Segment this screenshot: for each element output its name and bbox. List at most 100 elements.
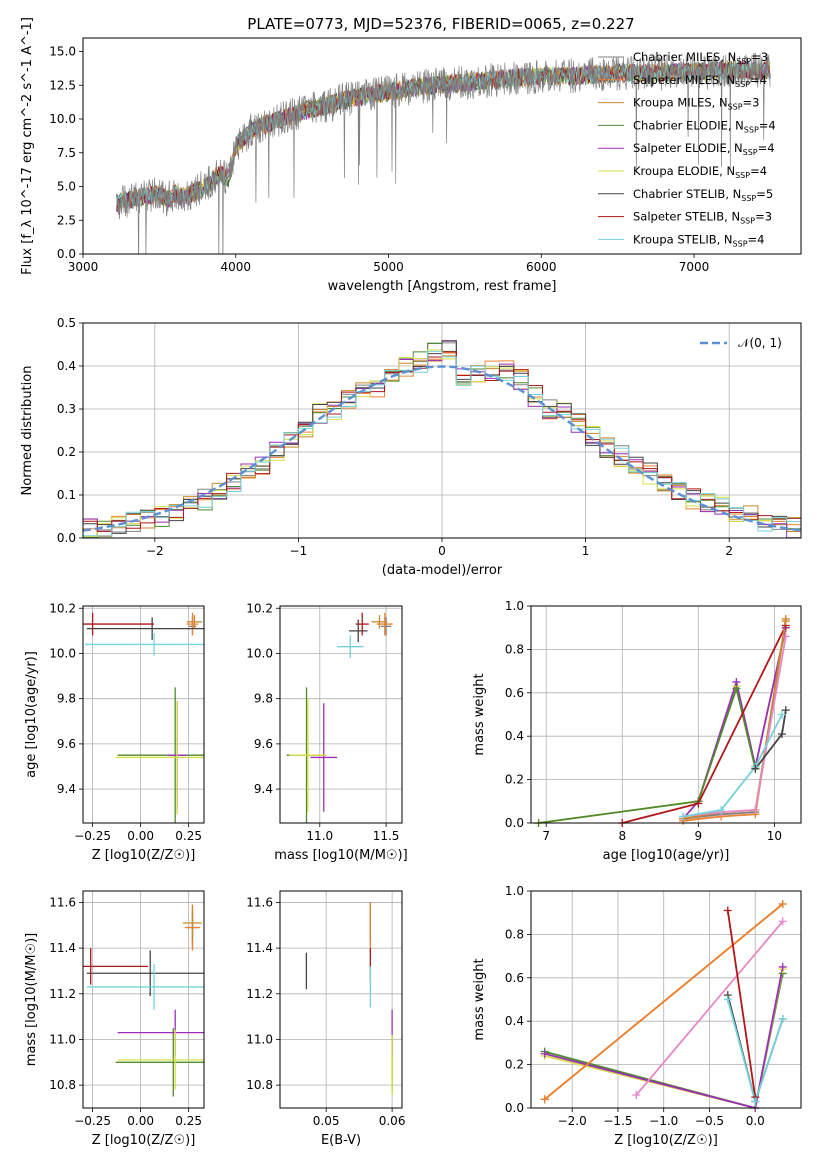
x-tick-label: 3000 [68, 260, 99, 274]
mass-weight-marker [732, 684, 741, 693]
y-tick-label: 1.0 [505, 884, 524, 898]
x-tick-label: −1.5 [603, 1114, 632, 1128]
mass-weight-marker [777, 710, 786, 719]
axes-frame [82, 322, 802, 539]
mass-weight-marker [777, 730, 786, 739]
panel-mass_weight_vs_age: 7 8 9 10 0.0 0.2 0.4 0.6 0.8 1.0 age [log10(age/yr… [472, 599, 802, 863]
x-axis-label: wavelength [Angstrom, rest frame] [328, 279, 557, 294]
y-tick-label: 0.6 [505, 971, 524, 985]
y-tick-label: 9.6 [254, 737, 273, 751]
panel-mass_vs_Z: −0.25 0.00 0.25 10.8 11.0 11.2 11.4 11.6 Z [log1… [24, 890, 205, 1148]
x-tick-label: 5000 [373, 260, 404, 274]
axes-frame [82, 37, 802, 255]
mass-weight-marker [751, 1097, 760, 1106]
panel-mass_vs_EBV: 0.05 0.06 10.8 11.0 11.2 11.4 11.6 E(B-V) [246, 890, 406, 1148]
mass-weight-marker [778, 962, 787, 971]
y-tick-label: 11.4 [49, 941, 76, 955]
y-tick-label: 11.4 [246, 941, 273, 955]
y-axis-label: Normed distribution [20, 366, 35, 496]
mass-weight-marker [723, 995, 732, 1004]
mass-weight-line [538, 627, 787, 823]
x-tick-label: 6000 [526, 260, 557, 274]
residual-histogram [83, 350, 801, 538]
x-tick-label: 4000 [220, 260, 251, 274]
y-tick-label: 0.6 [505, 686, 524, 700]
y-tick-label: 11.6 [49, 895, 76, 909]
y-axis-label: Flux [f_λ 10^-17 erg cm^-2 s^-1 A^-1] [20, 17, 35, 275]
x-tick-label: 0 [438, 544, 446, 558]
mass-weight-marker [751, 764, 760, 773]
mass-weight-marker [723, 906, 732, 915]
mass-weight-line [726, 910, 757, 1098]
y-tick-label: 0.4 [57, 359, 76, 373]
legend-label: Kroupa MILES, NSSP=3 [633, 96, 759, 112]
legend-label: Salpeter STELIB, NSSP=3 [633, 210, 772, 226]
mass-weight-marker [778, 900, 787, 909]
panel-spectrum: 3000 4000 5000 6000 7000 0.0 2.5 5.0 7.5 10.0 12.5… [20, 17, 802, 294]
y-tick-label: 15.0 [49, 45, 76, 59]
legend-label: Salpeter MILES, NSSP=4 [633, 73, 767, 89]
plot-area [83, 904, 204, 1097]
axes-frame [82, 605, 205, 824]
y-tick-label: 0.0 [57, 531, 76, 545]
x-tick-label: −1.0 [649, 1114, 678, 1128]
y-tick-label: 7.5 [57, 146, 76, 160]
x-axis-label: Z [log10(Z/Z☉)] [92, 1133, 196, 1148]
x-axis-label: age [log10(age/yr)] [603, 848, 730, 863]
plot-area [83, 340, 801, 538]
x-tick-label: −0.25 [74, 829, 111, 843]
y-tick-label: 9.6 [57, 737, 76, 751]
y-tick-label: 0.0 [505, 816, 524, 830]
y-tick-label: 1.0 [505, 599, 524, 613]
x-tick-label: 0.06 [379, 1114, 406, 1128]
axes-frame [82, 890, 205, 1109]
y-tick-label: 11.2 [246, 987, 273, 1001]
y-axis-label: mass weight [472, 673, 487, 755]
observed-spectrum-line [116, 52, 771, 254]
chart-layer: 3000 4000 5000 6000 70000.02.55.07.510.012.5… [20, 17, 802, 1148]
mass-weight-line [544, 903, 784, 1100]
x-tick-label: 11.0 [306, 829, 333, 843]
mass-weight-marker [632, 1090, 641, 1099]
x-axis-label: mass [log10(M/M☉)] [274, 848, 407, 863]
y-tick-label: 10.0 [49, 112, 76, 126]
y-tick-label: 0.4 [505, 1014, 524, 1028]
y-tick-label: 12.5 [49, 78, 76, 92]
normal-curve [83, 365, 801, 532]
mass-weight-marker [781, 706, 790, 715]
axes-frame [530, 890, 802, 1109]
x-axis-label: (data-model)/error [382, 563, 503, 578]
y-tick-label: 11.0 [246, 1032, 273, 1046]
plot-area [116, 52, 771, 254]
x-axis-label: Z [log10(Z/Z☉)] [614, 1133, 718, 1148]
mass-weight-marker [717, 805, 726, 814]
mass-weight-line [682, 714, 783, 818]
x-tick-label: 8 [618, 829, 626, 843]
plot-area [83, 612, 204, 823]
plot-area [544, 903, 784, 1108]
x-tick-label: 9 [695, 829, 703, 843]
x-tick-label: 0.0 [746, 1114, 765, 1128]
y-tick-label: 11.6 [246, 895, 273, 909]
y-tick-label: 9.4 [57, 782, 76, 796]
y-tick-label: 0.3 [57, 402, 76, 416]
legend-label: Chabrier ELODIE, NSSP=4 [633, 118, 776, 134]
panel-mass_weight_vs_Z: −2.0 −1.5 −1.0 −0.5 0.0 0.0 0.2 0.4 0.6 0.8 1.0 Z [… [472, 884, 802, 1148]
axes-frame [279, 890, 403, 1109]
y-tick-label: 10.2 [246, 601, 273, 615]
y-tick-label: 9.8 [57, 692, 76, 706]
y-tick-label: 0.8 [505, 642, 524, 656]
y-axis-label: mass weight [472, 958, 487, 1040]
y-tick-label: 10.0 [49, 646, 76, 660]
axes-frame [279, 605, 403, 824]
mass-weight-line [682, 636, 787, 818]
legend-label: Kroupa ELODIE, NSSP=4 [633, 164, 767, 180]
y-tick-label: 10.8 [49, 1078, 76, 1092]
y-tick-label: 11.0 [49, 1032, 76, 1046]
mass-weight-marker [694, 799, 703, 808]
mass-weight-marker [778, 1015, 787, 1024]
y-tick-label: 0.1 [57, 488, 76, 502]
y-tick-label: 10.8 [246, 1078, 273, 1092]
x-tick-label: −2 [146, 544, 164, 558]
